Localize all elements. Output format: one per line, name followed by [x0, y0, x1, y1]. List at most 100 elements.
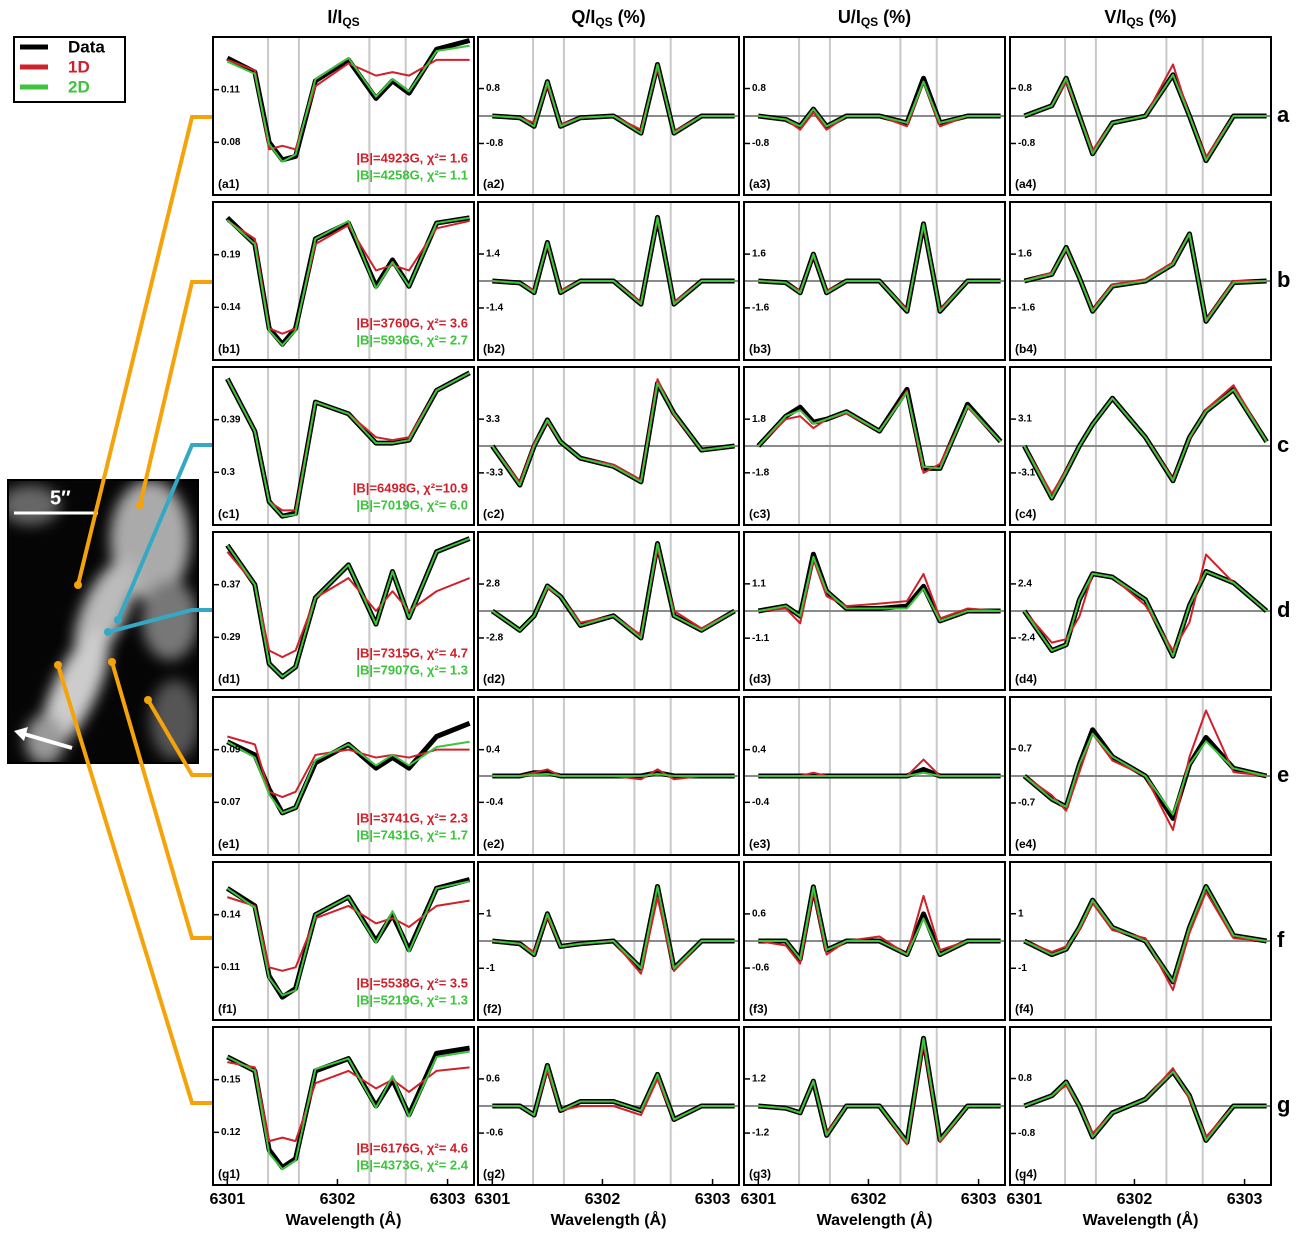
title-part: I/I: [327, 7, 342, 27]
panel-frame: [212, 531, 475, 691]
panel: [744, 697, 1005, 855]
panel: [1010, 697, 1271, 855]
y-tick-label: 0.14: [221, 302, 241, 313]
panel-label: (b1): [218, 342, 240, 356]
x-tick-label: 6303: [961, 1191, 997, 1208]
y-tick-label: 1.6: [752, 249, 766, 260]
y-tick-label: 0.8: [752, 83, 766, 94]
y-tick-label: 0.7: [1018, 744, 1032, 755]
panel: [1010, 37, 1271, 195]
y-tick-label: 0.14: [221, 909, 241, 920]
title-part: Q/I: [571, 7, 595, 27]
y-tick-label: 0.11: [221, 84, 240, 95]
panel-frame: [477, 861, 740, 1021]
panel-frame: [743, 201, 1006, 361]
fit-profile: [226, 880, 470, 997]
fit-profile: [491, 542, 736, 639]
field-annotation: |B|=5936G, χ²= 2.7: [356, 332, 468, 347]
x-tick-label: 6303: [430, 1191, 466, 1208]
panel-frame: [1009, 366, 1272, 526]
panel-label: (e1): [218, 837, 239, 851]
connector-dots: [54, 501, 152, 704]
panel: [1010, 1027, 1271, 1185]
title-part: QS: [595, 15, 612, 29]
panel-frame: [212, 861, 475, 1021]
x-tick-label: 6301: [475, 1191, 511, 1208]
legend-label: 2D: [68, 77, 90, 96]
scale-label: 5″: [50, 487, 71, 509]
row-label: g: [1277, 1092, 1290, 1117]
y-tick-label: -0.8: [486, 138, 504, 149]
field-annotation: |B|=7431G, χ²= 1.7: [356, 827, 468, 842]
y-tick-label: 0.08: [221, 137, 241, 148]
panel-label: (g4): [1015, 1167, 1037, 1181]
x-tick-label: 6301: [210, 1191, 246, 1208]
y-tick-label: 1: [1018, 908, 1024, 919]
y-tick-label: 1.2: [752, 1074, 766, 1085]
context-image: [8, 480, 198, 763]
fit-profile: [758, 555, 1001, 622]
panel-frame: [1009, 696, 1272, 856]
x-axis-title: Wavelength (Å): [551, 1210, 667, 1229]
panel: [744, 37, 1005, 195]
field-annotation: |B|=4258G, χ²= 1.1: [356, 167, 468, 182]
panel: [1010, 862, 1271, 1020]
panel-label: (b4): [1015, 342, 1037, 356]
panel-background: [213, 697, 474, 855]
panel-label: (a1): [218, 177, 239, 191]
field-annotation: |B|=6176G, χ²= 4.6: [356, 1140, 468, 1155]
panel: [744, 532, 1005, 690]
y-tick-label: -1: [486, 963, 495, 974]
y-tick-label: 0.15: [221, 1074, 241, 1085]
y-tick-label: 1.8: [752, 414, 766, 425]
panel: [226, 697, 471, 855]
panel-frame: [743, 531, 1006, 691]
panel-label: (g1): [218, 1167, 240, 1181]
panel: [226, 1027, 470, 1185]
column-title: Q/IQS (%): [571, 7, 645, 29]
panel: [744, 862, 1005, 1020]
y-tick-label: 0.3: [221, 467, 235, 478]
fit-profile: [758, 771, 1001, 777]
column-title: I/IQS: [327, 7, 359, 29]
panel: [225, 532, 471, 690]
y-tick-label: 1.1: [752, 578, 766, 589]
y-tick-label: 0.12: [221, 1127, 241, 1138]
panel-label: (c2): [483, 507, 504, 521]
fit-profile: [227, 896, 470, 972]
panel: [478, 697, 739, 855]
fit-profile: [1024, 232, 1267, 323]
y-tick-label: -1.1: [752, 633, 770, 644]
fit-profile: [226, 371, 471, 518]
panel: [744, 202, 1005, 360]
fit-profile: [226, 537, 470, 678]
legend-label: 1D: [68, 57, 90, 76]
panel-label: (b3): [749, 342, 771, 356]
panel: [478, 1027, 739, 1185]
x-axis-title: Wavelength (Å): [817, 1210, 933, 1229]
fit-profile: [226, 216, 470, 347]
row-label: a: [1277, 102, 1290, 127]
panel: [478, 367, 739, 525]
y-tick-label: -1.8: [752, 467, 770, 478]
y-tick-label: -0.4: [486, 797, 504, 808]
fit-profile: [758, 222, 1001, 313]
row-label: b: [1277, 267, 1290, 292]
fit-profile: [1023, 73, 1267, 162]
fit-profile: [758, 558, 1001, 625]
y-tick-label: 0.09: [221, 744, 241, 755]
panel-label: (f1): [218, 1002, 237, 1016]
panel-background: [213, 862, 474, 1020]
field-annotation: |B|=7907G, χ²= 1.3: [356, 662, 468, 677]
y-tick-label: 0.39: [221, 414, 241, 425]
panel: [1010, 367, 1271, 525]
y-tick-label: 0.6: [752, 909, 766, 920]
panel: [744, 1027, 1005, 1185]
y-tick-label: -1.6: [752, 303, 770, 314]
x-tick-label: 6302: [585, 1191, 621, 1208]
fit-profile: [758, 1037, 1001, 1144]
row-label: e: [1277, 762, 1289, 787]
panel-label: (a4): [1015, 177, 1036, 191]
field-annotation: |B|=3741G, χ²= 2.3: [356, 810, 468, 825]
